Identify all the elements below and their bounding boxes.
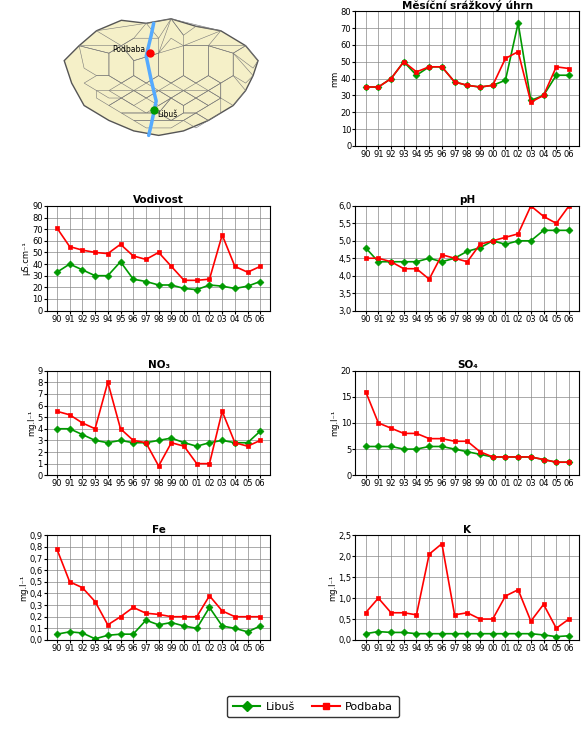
Title: Vodivost: Vodivost [133,195,184,205]
Text: Podbaba: Podbaba [113,45,146,54]
Title: NO₃: NO₃ [147,360,170,370]
Title: SO₄: SO₄ [457,360,478,370]
Y-axis label: μS.cm⁻¹: μS.cm⁻¹ [22,242,30,275]
Text: Libuš: Libuš [157,110,178,119]
Legend: Libuš, Podbaba: Libuš, Podbaba [227,696,399,717]
Y-axis label: mm: mm [331,70,339,87]
Title: pH: pH [459,195,476,205]
Title: Fe: Fe [152,525,166,535]
Title: K: K [463,525,472,535]
Y-axis label: mg.l⁻¹: mg.l⁻¹ [328,575,337,601]
Y-axis label: mg.l⁻¹: mg.l⁻¹ [27,410,36,436]
Y-axis label: mg.l⁻¹: mg.l⁻¹ [331,410,339,436]
Title: Měsíční srážkový úhrn: Měsíční srážkový úhrn [402,0,533,11]
Y-axis label: mg.l⁻¹: mg.l⁻¹ [19,575,28,601]
Polygon shape [64,19,258,135]
